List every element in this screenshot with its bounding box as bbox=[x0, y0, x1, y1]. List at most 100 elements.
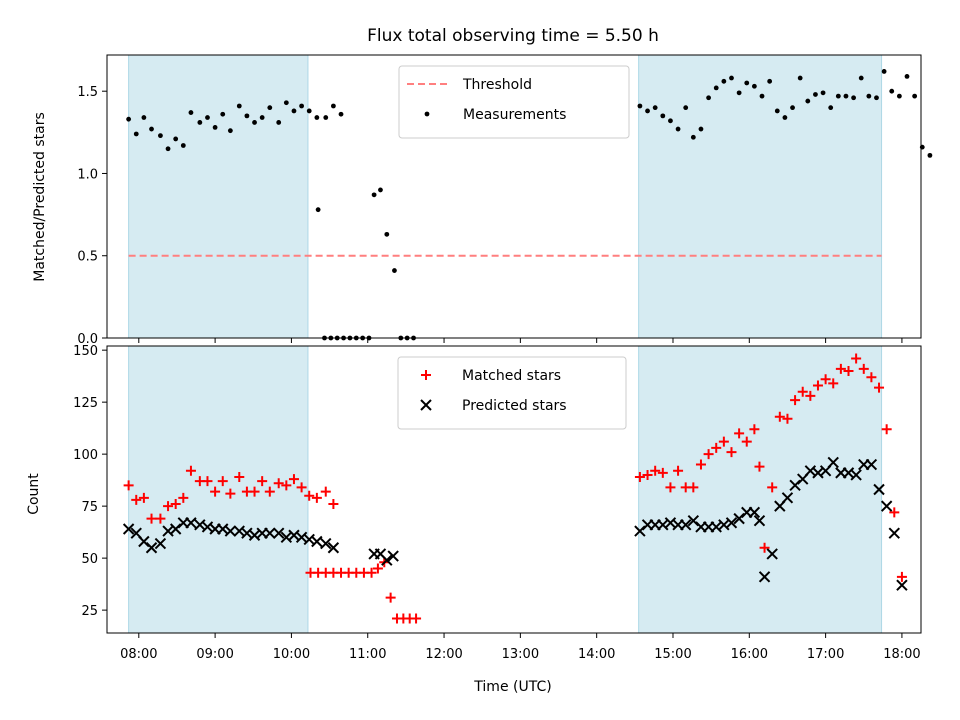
matched-star-point bbox=[843, 365, 854, 376]
predicted-star-point bbox=[272, 527, 285, 539]
matched-star-point bbox=[372, 563, 383, 574]
x-tick-label: 11:00 bbox=[349, 647, 386, 662]
matched-star-point bbox=[210, 486, 221, 497]
measurement-point bbox=[759, 93, 765, 99]
matched-star-point bbox=[234, 472, 245, 483]
matched-star-point bbox=[734, 428, 745, 439]
measurement-point bbox=[874, 95, 879, 101]
measurement-point bbox=[744, 80, 750, 86]
predicted-star-point bbox=[748, 506, 761, 519]
predicted-star-point bbox=[327, 542, 340, 554]
predicted-star-point bbox=[753, 514, 766, 527]
measurement-point bbox=[751, 83, 757, 89]
measurement-point bbox=[330, 103, 336, 109]
measurement-point bbox=[180, 143, 186, 148]
measurement-point bbox=[149, 126, 154, 132]
x-tick-label: 10:00 bbox=[273, 647, 310, 662]
legend-threshold-label: Threshold bbox=[462, 77, 532, 93]
measurement-point bbox=[338, 111, 344, 117]
measurement-point bbox=[323, 115, 329, 120]
measurement-point bbox=[371, 192, 377, 198]
measurement-point bbox=[173, 136, 179, 142]
measurement-point bbox=[392, 268, 397, 273]
predicted-star-point bbox=[873, 483, 885, 496]
matched-star-point bbox=[657, 467, 668, 478]
predicted-star-point bbox=[145, 542, 158, 554]
measurement-point bbox=[188, 110, 194, 115]
matched-star-point bbox=[296, 482, 307, 493]
measurement-point bbox=[797, 75, 803, 81]
measurement-point bbox=[306, 108, 312, 114]
legend: Threshold Measurements bbox=[398, 65, 630, 139]
y-tick-label: 1.0 bbox=[77, 167, 98, 182]
matched-star-point bbox=[264, 486, 275, 497]
predicted-star-point bbox=[387, 550, 399, 562]
y-tick-label: 0.5 bbox=[77, 250, 98, 265]
matched-star-point bbox=[320, 486, 331, 497]
predicted-star-point bbox=[880, 500, 893, 512]
matched-star-point bbox=[805, 390, 816, 401]
predicted-star-point bbox=[381, 554, 393, 566]
measurement-point bbox=[126, 116, 132, 122]
matched-star-point bbox=[225, 488, 236, 499]
measurement-point bbox=[820, 90, 826, 96]
measurement-point bbox=[291, 108, 297, 114]
matched-star-point bbox=[304, 490, 315, 501]
measurement-point bbox=[314, 115, 320, 120]
measurement-point bbox=[835, 93, 841, 99]
y-tick-label: 0.0 bbox=[77, 332, 98, 347]
matched-star-point bbox=[288, 474, 299, 485]
y-tick-label: 150 bbox=[73, 344, 98, 359]
count-panel: 25 50 75 100 125 150 08:00 09:00 10:00 11:00 12:00… bbox=[73, 344, 922, 662]
matched-star-point bbox=[835, 363, 846, 374]
y-tick-label: 25 bbox=[81, 604, 98, 619]
y-tick-label: 75 bbox=[81, 500, 98, 515]
matched-star-point bbox=[123, 480, 134, 491]
measurement-point bbox=[690, 134, 696, 140]
measurement-point bbox=[227, 128, 233, 134]
matched-star-point bbox=[665, 482, 676, 493]
predicted-star-point bbox=[154, 537, 167, 550]
matched-star-point bbox=[257, 476, 268, 487]
x-tick-label: 17:00 bbox=[807, 647, 844, 662]
matched-star-point bbox=[249, 486, 260, 497]
matched-star-point bbox=[185, 465, 196, 476]
predicted-star-point bbox=[766, 548, 778, 560]
y-tick-label: 100 bbox=[73, 448, 98, 463]
measurement-point bbox=[912, 93, 918, 99]
legend-matched-swatch bbox=[421, 370, 431, 380]
measurement-point bbox=[276, 120, 282, 125]
matched-star-point bbox=[634, 472, 645, 483]
matched-star-point bbox=[790, 395, 801, 406]
measurement-point bbox=[896, 93, 902, 99]
matched-star-point bbox=[866, 372, 877, 383]
measurement-point bbox=[212, 124, 218, 130]
measurement-point bbox=[244, 113, 250, 119]
matched-star-point bbox=[759, 542, 770, 553]
matched-star-point bbox=[874, 382, 885, 393]
predicted-star-point bbox=[896, 579, 908, 591]
matched-star-point bbox=[782, 413, 793, 424]
matched-star-point bbox=[749, 424, 760, 435]
measurement-point bbox=[158, 133, 163, 139]
x-tick-label: 13:00 bbox=[502, 647, 539, 662]
matched-star-point bbox=[673, 465, 684, 476]
measurement-point bbox=[828, 105, 834, 111]
measurement-point bbox=[283, 100, 289, 106]
matched-star-point bbox=[767, 482, 778, 493]
measurement-point bbox=[133, 131, 139, 137]
matched-star-point bbox=[812, 380, 823, 391]
measurement-point bbox=[660, 113, 666, 119]
y-tick-label: 1.5 bbox=[77, 85, 98, 100]
measurement-point bbox=[904, 73, 910, 79]
matched-star-point bbox=[889, 507, 900, 518]
legend-predicted-swatch bbox=[420, 399, 432, 411]
measurement-point bbox=[165, 146, 171, 152]
x-tick-label: 09:00 bbox=[196, 647, 233, 662]
measurement-point bbox=[721, 78, 727, 84]
predicted-star-point bbox=[725, 517, 738, 529]
measurement-point bbox=[729, 75, 734, 81]
matched-star-point bbox=[131, 494, 142, 505]
measurement-point bbox=[378, 187, 383, 193]
matched-star-point bbox=[695, 459, 706, 470]
